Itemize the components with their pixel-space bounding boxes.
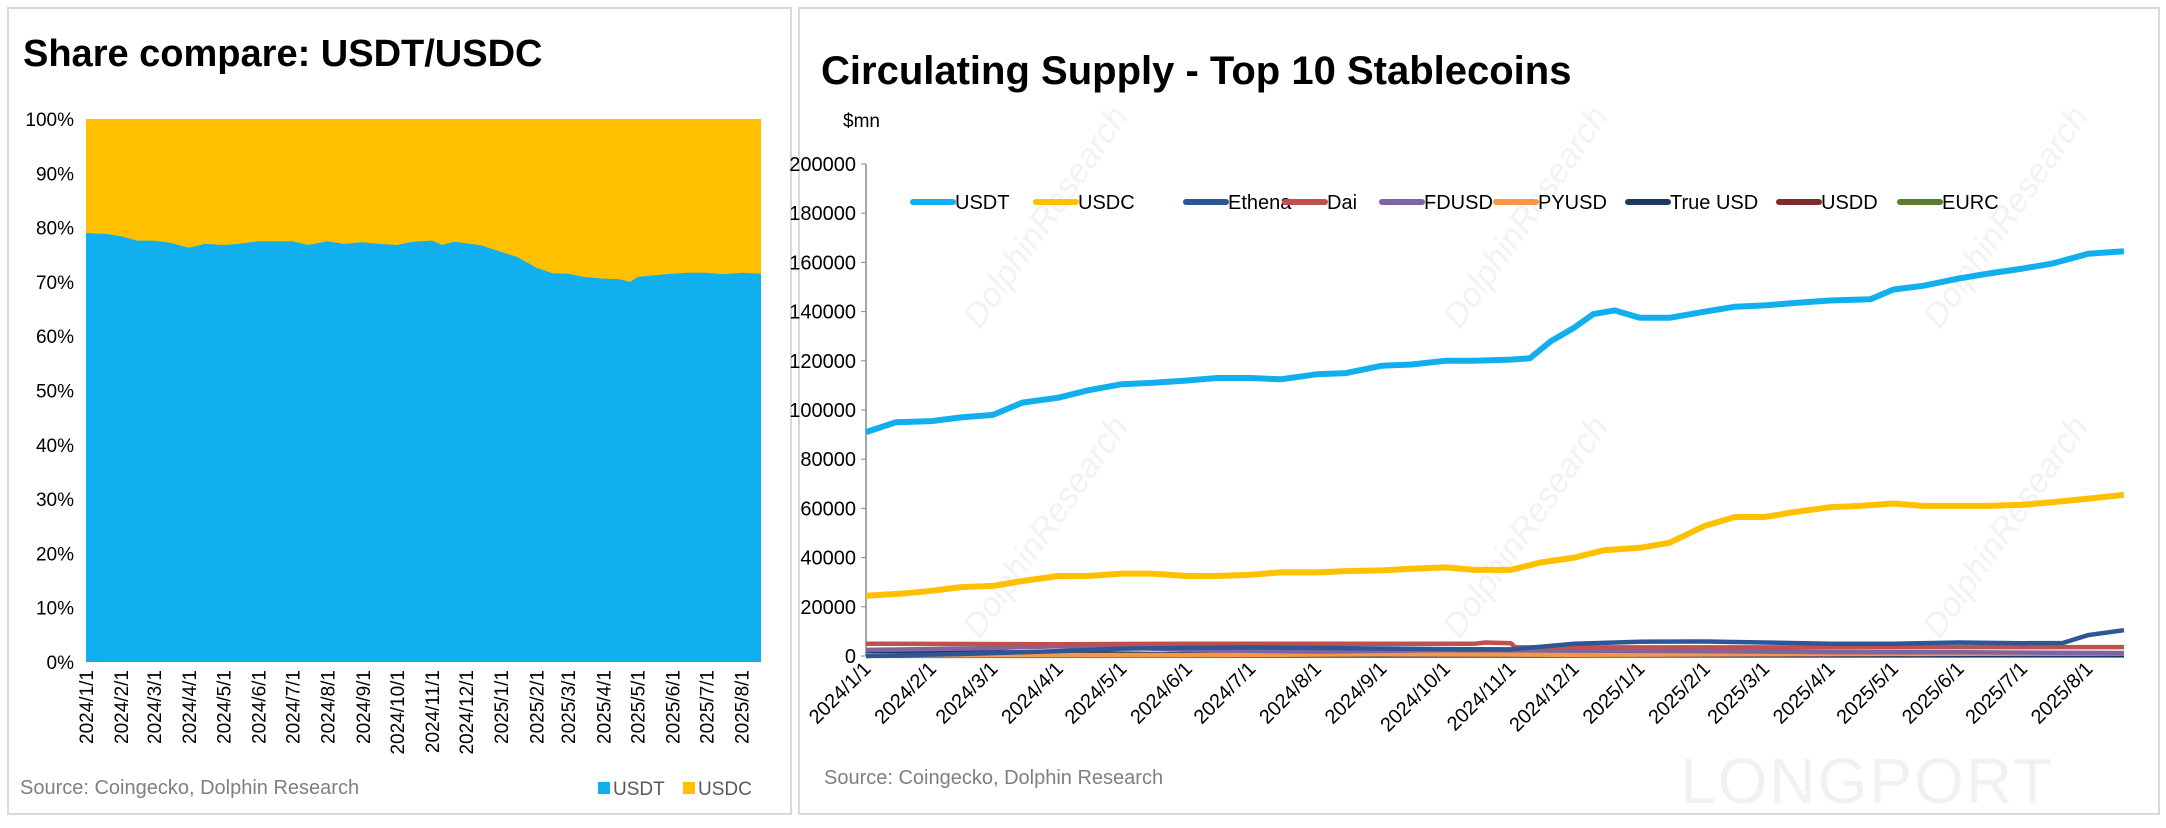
legend-label-usdd: USDD: [1821, 192, 1878, 214]
y-tick-label: 100%: [25, 110, 74, 131]
y-tick-label: 140000: [789, 302, 856, 324]
x-tick-label: 2025/2/1: [527, 670, 548, 744]
legend-label-pyusd: PYUSD: [1538, 192, 1607, 214]
x-tick-label: 2025/1/1: [492, 670, 513, 744]
series-line-fdusd: [865, 643, 2125, 656]
x-tick-label: 2025/3/1: [559, 670, 580, 744]
x-tick-label: 2024/11/1: [423, 670, 444, 753]
chart-source: Source: Coingecko, Dolphin Research: [20, 777, 360, 799]
series-line-usdt: [865, 248, 2125, 435]
y-tick-label: 30%: [36, 490, 74, 511]
x-tick-label: 2025/7/1: [698, 670, 719, 744]
legend-label-usdt: USDT: [613, 779, 665, 800]
y-tick-label: 20%: [36, 544, 74, 565]
chart-source: Source: Coingecko, Dolphin Research: [824, 767, 1164, 789]
y-tick-label: 40%: [36, 436, 74, 457]
legend-swatch-usdc: [683, 782, 695, 794]
x-tick-label: 2025/2/1: [1644, 658, 1715, 729]
x-tick-label: 2024/7/1: [283, 670, 304, 744]
series-line-ethena: [865, 627, 2125, 659]
x-tick-label: 2024/9/1: [354, 670, 375, 744]
chart-title: Share compare: USDT/USDC: [23, 33, 543, 75]
x-tick-label: 2024/6/1: [249, 670, 270, 744]
series-line-usdc: [865, 491, 2125, 599]
x-tick-label: 2024/12/1: [457, 670, 478, 755]
x-tick-label: 2024/6/1: [1126, 658, 1197, 729]
x-tick-label: 2024/1/1: [805, 658, 876, 729]
x-tick-label: 2025/8/1: [2027, 658, 2098, 729]
y-tick-label: 60%: [36, 327, 74, 348]
y-tick-label: 60000: [800, 498, 856, 520]
y-tick-label: 100000: [789, 400, 856, 422]
x-tick-label: 2024/4/1: [180, 670, 201, 744]
y-tick-label: 70%: [36, 273, 74, 294]
x-tick-label: 2024/5/1: [1061, 658, 1132, 729]
longport-watermark: LONGPORT: [1680, 745, 2054, 817]
x-tick-label: 2025/5/1: [628, 670, 649, 744]
legend-label-fdusd: FDUSD: [1424, 192, 1493, 214]
legend-swatch-usdt: [598, 782, 610, 794]
y-tick-label: 180000: [789, 203, 856, 225]
y-tick-label: 40000: [800, 548, 856, 570]
x-tick-label: 2025/1/1: [1579, 658, 1650, 729]
x-tick-label: 2025/6/1: [664, 670, 685, 744]
x-tick-label: 2024/3/1: [145, 670, 166, 744]
y-tick-label: 10%: [36, 599, 74, 620]
legend-label-usdt: USDT: [955, 192, 1009, 214]
legend-label-eurc: EURC: [1942, 192, 1999, 214]
y-tick-label: 120000: [789, 351, 856, 373]
y-tick-label: 0%: [47, 653, 75, 674]
x-tick-label: 2024/10/1: [1376, 658, 1454, 736]
x-tick-label: 2024/8/1: [319, 670, 340, 744]
y-tick-label: 20000: [800, 597, 856, 619]
research-watermark: DolphinResearch: [1915, 409, 2096, 644]
research-watermark: DolphinResearch: [1915, 99, 2096, 334]
x-tick-label: 2025/8/1: [733, 670, 754, 744]
x-tick-label: 2024/3/1: [932, 658, 1003, 729]
x-tick-label: 2024/7/1: [1190, 658, 1261, 729]
y-tick-label: 80%: [36, 219, 74, 240]
x-tick-label: 2025/5/1: [1832, 658, 1903, 729]
y-tick-label: 80000: [800, 449, 856, 471]
research-watermark: DolphinResearch: [1435, 99, 1616, 334]
y-tick-label: 200000: [789, 154, 856, 176]
y-tick-label: 90%: [36, 164, 74, 185]
legend-label-ethena: Ethena: [1228, 192, 1292, 214]
x-tick-label: 2025/4/1: [594, 670, 615, 744]
legend-label-usdc: USDC: [698, 779, 752, 800]
y-axis-unit: $mn: [843, 111, 880, 132]
x-tick-label: 2025/6/1: [1898, 658, 1969, 729]
legend-label-dai: Dai: [1327, 192, 1357, 214]
y-tick-label: 50%: [36, 382, 74, 403]
x-tick-label: 2024/12/1: [1505, 658, 1583, 736]
x-tick-label: 2024/2/1: [112, 670, 133, 744]
x-tick-label: 2024/8/1: [1255, 658, 1326, 729]
x-tick-label: 2024/1/1: [77, 670, 98, 744]
x-tick-label: 2024/4/1: [997, 658, 1068, 729]
usdt-area: [86, 233, 761, 662]
research-watermark: DolphinResearch: [1435, 409, 1616, 644]
x-tick-label: 2024/10/1: [388, 670, 409, 755]
chart-title: Circulating Supply - Top 10 Stablecoins: [821, 49, 1572, 93]
research-watermark: DolphinResearch: [955, 99, 1136, 334]
x-tick-label: 2025/4/1: [1769, 658, 1840, 729]
x-tick-label: 2024/2/1: [870, 658, 941, 729]
research-watermark: DolphinResearch: [955, 409, 1136, 644]
series-line-dai: [865, 640, 2124, 650]
x-tick-label: 2025/7/1: [1961, 658, 2032, 729]
y-tick-label: 0: [845, 646, 856, 668]
circulating-supply-panel: Circulating Supply - Top 10 Stablecoins …: [798, 7, 2160, 817]
y-tick-label: 160000: [789, 252, 856, 274]
legend-label-usdc: USDC: [1078, 192, 1135, 214]
x-tick-label: 2025/3/1: [1703, 658, 1774, 729]
legend-label-true-usd: True USD: [1670, 192, 1758, 214]
x-tick-label: 2024/5/1: [214, 670, 235, 744]
